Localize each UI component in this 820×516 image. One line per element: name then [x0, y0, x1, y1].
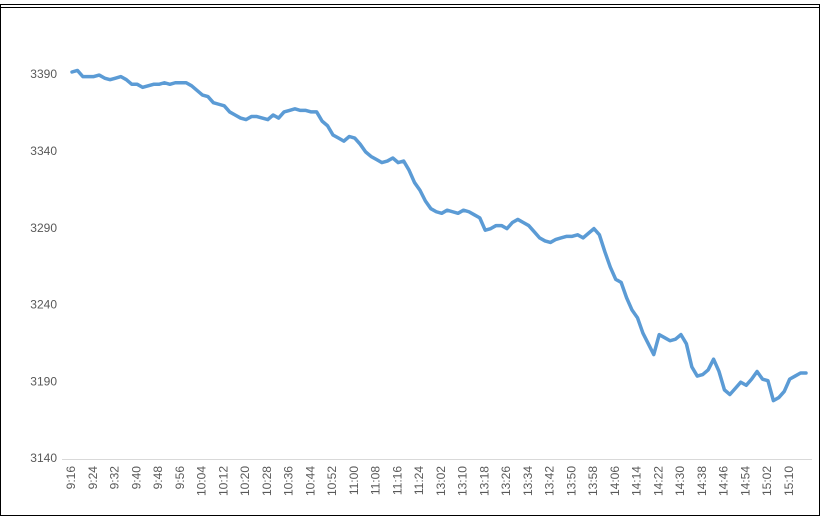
x-tick-label: 14:38	[695, 466, 709, 496]
y-tick-label: 3340	[30, 144, 57, 158]
y-tick-label: 3140	[30, 451, 57, 465]
x-tick-label: 10:36	[282, 466, 296, 496]
x-tick-label: 11:08	[369, 466, 383, 495]
chart-frame	[0, 4, 820, 516]
x-tick-label: 10:04	[195, 466, 209, 496]
x-tick-label: 13:10	[456, 466, 470, 496]
x-tick-label: 14:14	[630, 466, 644, 496]
x-tick-label: 10:28	[260, 466, 274, 496]
x-tick-label: 14:22	[651, 466, 665, 496]
x-tick-label: 13:58	[586, 466, 600, 496]
x-tick-label: 11:16	[390, 466, 404, 495]
x-tick-label: 14:30	[673, 466, 687, 496]
x-tick-label: 10:52	[325, 466, 339, 496]
x-tick-label: 9:24	[86, 466, 100, 490]
y-tick-label: 3190	[30, 374, 57, 388]
x-tick-label: 14:46	[717, 466, 731, 496]
x-tick-label: 11:24	[412, 466, 426, 495]
x-tick-label: 10:20	[238, 466, 252, 496]
x-tick-label: 10:12	[216, 466, 230, 496]
x-tick-label: 14:06	[608, 466, 622, 496]
x-tick-label: 9:56	[173, 466, 187, 490]
y-tick-label: 3290	[30, 221, 57, 235]
x-tick-label: 11:00	[347, 466, 361, 495]
x-tick-label: 13:50	[564, 466, 578, 496]
x-tick-label: 13:26	[499, 466, 513, 496]
x-tick-label: 15:02	[760, 466, 774, 496]
x-tick-label: 13:02	[434, 466, 448, 496]
x-tick-label: 15:10	[782, 466, 796, 496]
x-tick-label: 14:54	[738, 466, 752, 496]
x-tick-label: 9:16	[64, 466, 78, 490]
line-series	[70, 68, 808, 403]
x-tick-label: 10:44	[303, 466, 317, 496]
y-tick-label: 3390	[30, 67, 57, 81]
x-tick-label: 13:34	[521, 466, 535, 496]
y-tick-label: 3240	[30, 298, 57, 312]
x-tick-label: 9:32	[108, 466, 122, 490]
x-tick-label: 9:48	[151, 466, 165, 490]
x-tick-label: 13:18	[477, 466, 491, 496]
x-tick-label: 13:42	[543, 466, 557, 496]
x-tick-label: 9:40	[129, 466, 143, 490]
